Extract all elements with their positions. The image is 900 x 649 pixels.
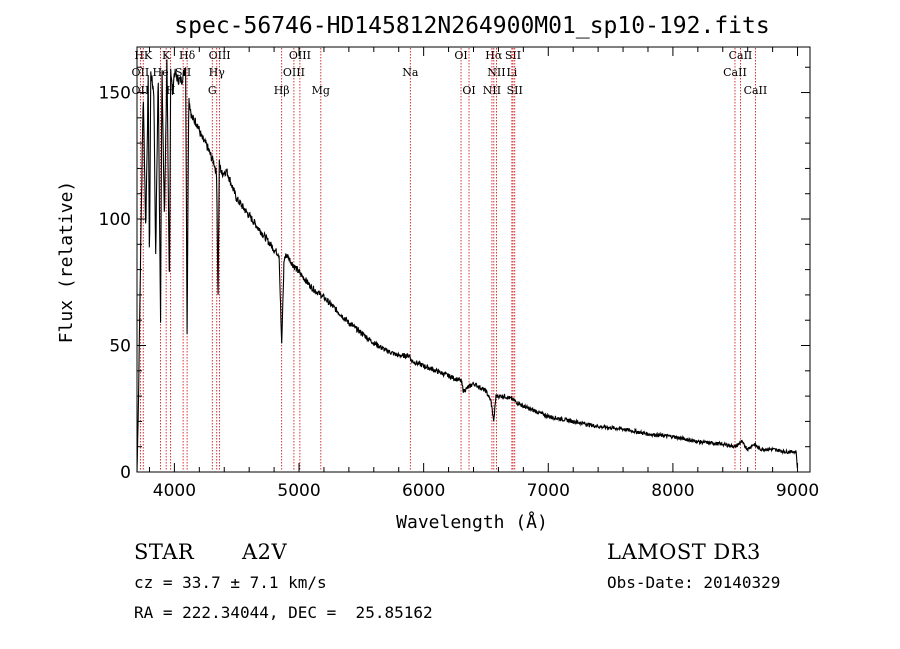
line-marker-label: OI [454, 49, 467, 62]
line-marker-label: OIII [289, 49, 311, 62]
x-tick-label: 6000 [402, 481, 445, 501]
object-subclass: A2V [242, 540, 288, 564]
object-class: STAR [134, 540, 195, 564]
line-marker-label: OIII [209, 49, 231, 62]
line-marker-label: SII [505, 49, 521, 62]
line-marker-label: NII [487, 66, 505, 79]
line-marker-label: CaII [723, 66, 747, 79]
spectrum-line [136, 59, 798, 473]
line-marker-label: OI [462, 84, 475, 97]
y-axis-label: Flux (relative) [56, 181, 77, 344]
line-marker-label: He [153, 66, 169, 79]
line-marker-label: OII [132, 84, 150, 97]
line-marker-label: Hβ [274, 84, 290, 97]
coordinates: RA = 222.34044, DEC = 25.85162 [134, 603, 433, 622]
line-marker-label: K [162, 49, 171, 62]
x-tick-label: 4000 [153, 481, 196, 501]
x-tick-label: 7000 [527, 481, 570, 501]
x-axis-label: Wavelength (Å) [396, 511, 548, 533]
redshift-readout: cz = 33.7 ± 7.1 km/s [134, 573, 327, 592]
plot-frame [136, 46, 811, 473]
line-marker-label: Hα [485, 49, 503, 62]
line-marker-label: Hδ [179, 49, 196, 62]
line-marker-label: Mg [312, 84, 330, 97]
line-marker-label: CaII [744, 84, 768, 97]
line-marker-label: CaII [729, 49, 753, 62]
obs-date: Obs-Date: 20140329 [607, 573, 781, 592]
line-marker-label: OIII [283, 66, 305, 79]
line-marker-label: Li [506, 66, 517, 79]
line-marker-label: HK [134, 49, 153, 62]
line-marker-label: NII [483, 84, 501, 97]
y-tick-label: 100 [99, 210, 131, 230]
line-marker-label: G [208, 84, 217, 97]
chart-title: spec-56746-HD145812N264900M01_sp10-192.f… [174, 13, 769, 39]
line-marker-label: SII [507, 84, 523, 97]
spectrum-chart: spec-56746-HD145812N264900M01_sp10-192.f… [56, 13, 819, 533]
line-marker-label: OII [132, 66, 150, 79]
x-tick-label: 9000 [776, 481, 819, 501]
axis-ticks: 4000 5000 6000 7000 8000 9000 0 50 100 150 [99, 47, 819, 501]
y-tick-label: 150 [99, 84, 131, 104]
x-tick-label: 5000 [277, 481, 320, 501]
x-tick-label: 8000 [651, 481, 694, 501]
line-marker-label: Hγ [209, 66, 226, 79]
y-tick-label: 0 [120, 463, 131, 483]
y-tick-label: 50 [109, 337, 131, 357]
survey-name: LAMOST DR3 [607, 540, 761, 564]
line-marker-label: Na [402, 66, 419, 79]
